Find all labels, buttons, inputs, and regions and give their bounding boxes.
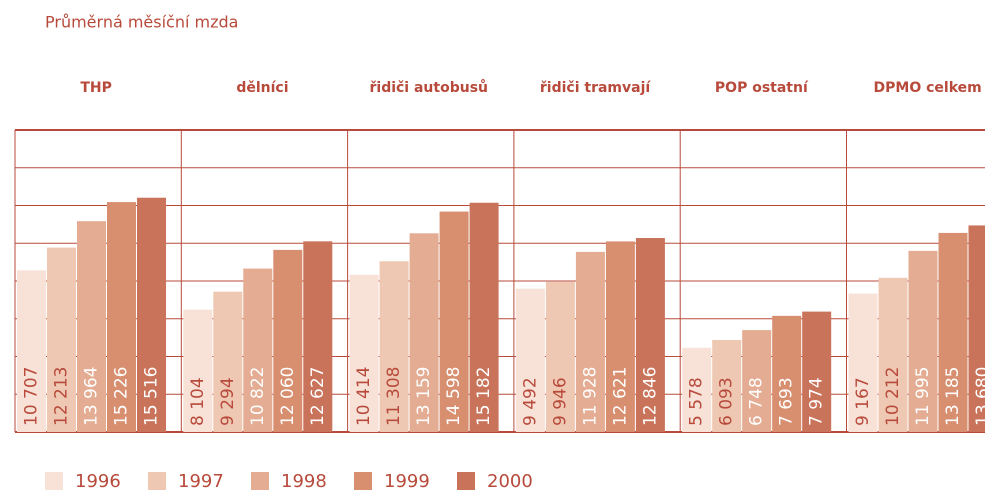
value-label: 13 964 [82, 367, 102, 426]
legend-label: 1998 [281, 471, 327, 491]
bar [712, 339, 742, 432]
category-label: DPMO celkem [874, 80, 982, 96]
value-label: 10 414 [354, 367, 374, 426]
bar [968, 225, 985, 432]
legend-label: 1996 [75, 471, 121, 491]
bar [47, 247, 76, 432]
bar [349, 274, 379, 432]
value-label: 6 093 [717, 377, 737, 426]
value-label: 12 060 [278, 367, 298, 426]
legend-swatch [251, 472, 269, 490]
value-label: 13 680 [973, 367, 985, 426]
bar [772, 315, 802, 432]
bar [545, 281, 575, 432]
value-label: 11 928 [580, 367, 600, 426]
category-label: THP [80, 80, 112, 96]
value-label: 10 707 [22, 367, 42, 426]
bar [17, 270, 46, 432]
bar [439, 211, 469, 432]
bar [469, 202, 499, 432]
legend-swatch [354, 472, 372, 490]
value-label: 15 182 [474, 367, 494, 426]
bar [938, 232, 968, 432]
value-label: 15 226 [112, 367, 132, 426]
legend-swatch [45, 472, 63, 490]
value-label: 7 974 [807, 377, 827, 426]
value-label: 11 308 [384, 367, 404, 426]
bar [742, 330, 772, 432]
value-label: 5 578 [687, 377, 707, 426]
category-label: dělníci [236, 80, 288, 96]
bar [107, 202, 136, 432]
legend-label: 1999 [384, 471, 430, 491]
value-label: 11 995 [913, 367, 933, 426]
bar [379, 261, 409, 432]
value-label: 15 516 [142, 367, 162, 426]
value-label: 8 104 [188, 377, 208, 426]
bar [77, 221, 106, 432]
bar [878, 277, 908, 432]
value-label: 12 627 [308, 367, 328, 426]
bar [409, 233, 439, 432]
category-label: POP ostatní [715, 80, 809, 96]
value-label: 14 598 [444, 367, 464, 426]
legend-swatch [148, 472, 166, 490]
legend-swatch [457, 472, 475, 490]
chart-title: Průměrná měsíční mzda [45, 13, 238, 32]
bar [575, 251, 605, 432]
value-label: 9 167 [853, 377, 873, 426]
value-label: 10 822 [248, 367, 268, 426]
bar [908, 250, 938, 432]
value-label: 9 294 [218, 377, 238, 426]
value-label: 10 212 [883, 367, 903, 426]
bar [605, 241, 635, 432]
category-label: řidiči autobusů [369, 79, 488, 96]
bar [243, 268, 273, 432]
value-label: 9 946 [550, 377, 570, 426]
legend-label: 1997 [178, 471, 224, 491]
value-label: 7 693 [777, 377, 797, 426]
bar [682, 347, 712, 432]
category-label: řidiči tramvají [540, 80, 651, 96]
value-label: 13 159 [414, 367, 434, 426]
legend-label: 2000 [487, 471, 533, 491]
value-label: 12 621 [610, 367, 630, 426]
bar [802, 311, 832, 432]
bar [848, 293, 878, 432]
bar [303, 241, 333, 432]
bar [183, 309, 213, 432]
bar [635, 238, 665, 432]
value-label: 13 185 [943, 367, 963, 426]
bar [273, 249, 303, 432]
bar [515, 288, 545, 432]
value-label: 6 748 [747, 377, 767, 426]
value-label: 12 213 [52, 367, 72, 426]
value-label: 9 492 [520, 377, 540, 426]
value-label: 12 846 [640, 367, 660, 426]
bar [137, 197, 166, 432]
bar [213, 291, 243, 432]
